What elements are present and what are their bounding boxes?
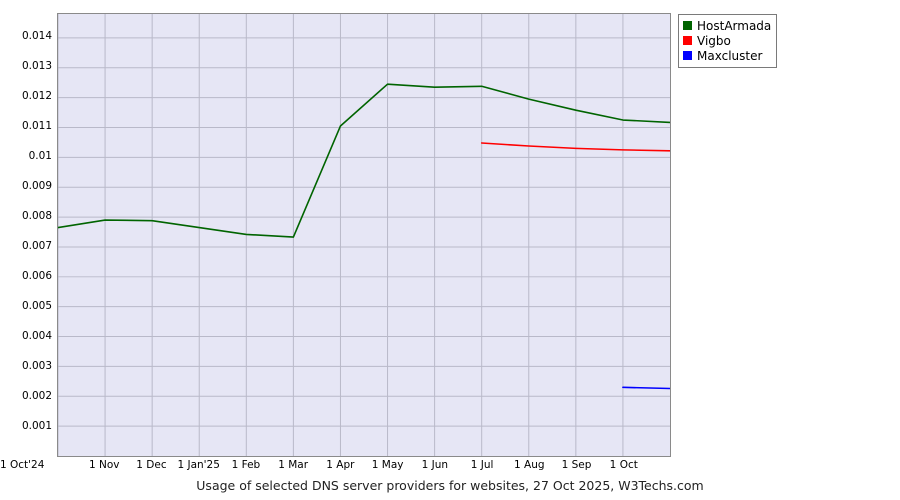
legend-item: Maxcluster <box>683 48 771 63</box>
y-tick-label: 0.008 <box>21 210 52 222</box>
x-tick-label: 1 Oct <box>609 459 638 471</box>
x-tick-label: 1 Jan'25 <box>177 459 220 471</box>
legend-color-swatch-icon <box>683 36 692 45</box>
y-tick-label: 0.003 <box>21 360 52 372</box>
y-tick-label: 0.013 <box>21 60 52 72</box>
y-tick-label: 0.01 <box>28 150 52 162</box>
series-lines <box>58 83 670 390</box>
chart-legend: HostArmada Vigbo Maxcluster <box>678 14 778 68</box>
y-tick-label: 0.009 <box>21 180 52 192</box>
legend-color-swatch-icon <box>683 21 692 30</box>
y-tick-label: 0.011 <box>21 120 52 132</box>
x-tick-label: 1 Apr <box>326 459 355 471</box>
y-tick-label: 0.012 <box>21 90 52 102</box>
x-tick-label: 1 Feb <box>231 459 261 471</box>
x-tick-label: 1 Jul <box>470 459 494 471</box>
plot-area <box>57 13 671 457</box>
legend-item: HostArmada <box>683 18 771 33</box>
y-tick-label: 0.001 <box>21 420 52 432</box>
x-tick-label: 1 Mar <box>278 459 309 471</box>
x-axis-tick-labels: 1 Oct'24 1 Nov 1 Dec 1 Jan'25 1 Feb 1 Mar 1 Ap… <box>0 459 900 475</box>
y-tick-label: 0.002 <box>21 390 52 402</box>
legend-color-swatch-icon <box>683 51 692 60</box>
x-tick-label: 1 Dec <box>136 459 167 471</box>
chart-caption: Usage of selected DNS server providers f… <box>196 478 704 493</box>
y-tick-label: 0.007 <box>21 240 52 252</box>
legend-label: Vigbo <box>697 33 731 48</box>
legend-label: Maxcluster <box>697 48 763 63</box>
legend-label: HostArmada <box>697 18 772 33</box>
y-tick-label: 0.004 <box>21 330 52 342</box>
x-tick-label: 1 Nov <box>88 459 120 471</box>
y-axis-tick-labels: 0.001 0.002 0.003 0.004 0.005 0.006 0.007 0.008… <box>0 0 52 500</box>
x-tick-label: 1 Sep <box>561 459 592 471</box>
y-tick-label: 0.006 <box>21 270 52 282</box>
x-tick-label: 1 Oct'24 <box>0 459 45 471</box>
y-tick-label: 0.005 <box>21 300 52 312</box>
y-tick-label: 0.014 <box>21 30 52 42</box>
legend-item: Vigbo <box>683 33 771 48</box>
x-tick-label: 1 Aug <box>514 459 545 471</box>
x-tick-label: 1 Jun <box>421 459 449 471</box>
x-tick-label: 1 May <box>371 459 404 471</box>
